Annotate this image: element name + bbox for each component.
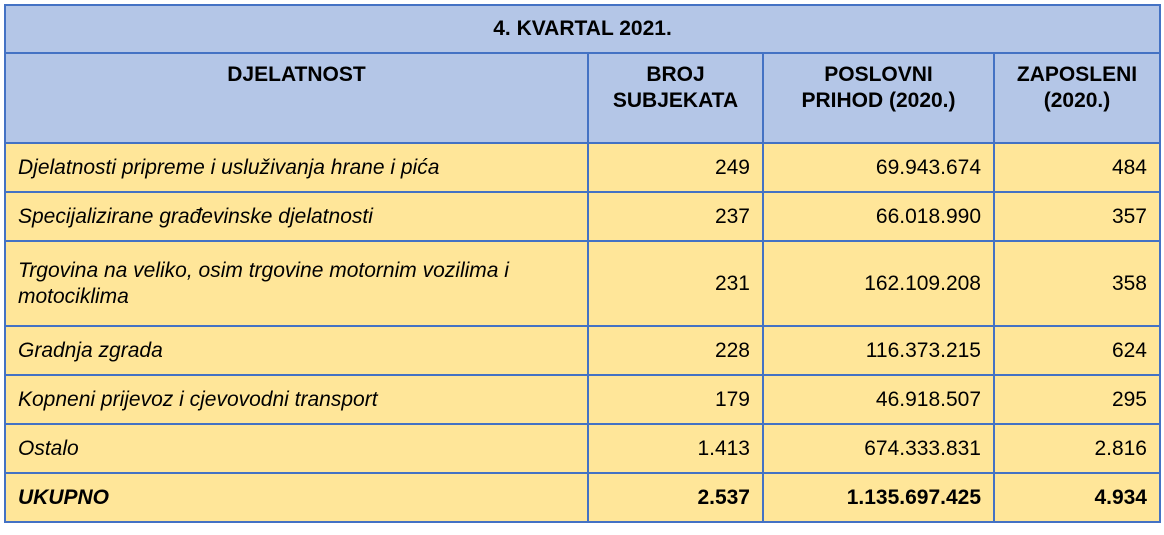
header-text: POSLOVNI xyxy=(824,63,933,86)
table-cell: Kopneni prijevoz i cjevovodni transport xyxy=(4,374,589,425)
table-cell: 237 xyxy=(587,191,764,242)
table-cell: 228 xyxy=(587,325,764,376)
table-cell: 231 xyxy=(587,240,764,327)
table-cell: 46.918.507 xyxy=(762,374,995,425)
header-cell: BROJ SUBJEKATA xyxy=(587,52,764,144)
table-cell: 674.333.831 xyxy=(762,423,995,474)
header-text: DJELATNOST xyxy=(227,63,366,86)
table-title: 4. KVARTAL 2021. xyxy=(4,4,1161,54)
table-row: Djelatnosti pripreme i usluživanja hrane… xyxy=(4,142,1161,193)
table-cell: 66.018.990 xyxy=(762,191,995,242)
table-cell: 624 xyxy=(993,325,1161,376)
table-row: Trgovina na veliko, osim trgovine motorn… xyxy=(4,240,1161,327)
table-cell: 116.373.215 xyxy=(762,325,995,376)
table-cell: 295 xyxy=(993,374,1161,425)
table-row: Gradnja zgrada 228 116.373.215 624 xyxy=(4,325,1161,376)
header-text: PRIHOD (2020.) xyxy=(801,89,956,112)
table-row: Ostalo 1.413 674.333.831 2.816 xyxy=(4,423,1161,474)
table-cell: UKUPNO xyxy=(4,472,589,523)
header-cell: ZAPOSLENI (2020.) xyxy=(993,52,1161,144)
table-row: Kopneni prijevoz i cjevovodni transport 1… xyxy=(4,374,1161,425)
table-cell: 1.135.697.425 xyxy=(762,472,995,523)
header-text: ZAPOSLENI xyxy=(1016,63,1138,86)
table-cell: Ostalo xyxy=(4,423,589,474)
header-text: (2020.) xyxy=(1043,89,1111,112)
header-text: SUBJEKATA xyxy=(612,89,739,112)
table-cell: 357 xyxy=(993,191,1161,242)
table-cell: Djelatnosti pripreme i usluživanja hrane… xyxy=(4,142,589,193)
table-cell: 1.413 xyxy=(587,423,764,474)
table-cell: Gradnja zgrada xyxy=(4,325,589,376)
table-cell: Specijalizirane građevinske djelatnosti xyxy=(4,191,589,242)
table-cell: 162.109.208 xyxy=(762,240,995,327)
title-row: 4. KVARTAL 2021. xyxy=(4,4,1161,54)
table-cell: 484 xyxy=(993,142,1161,193)
header-text: BROJ xyxy=(646,63,705,86)
table-cell: 4.934 xyxy=(993,472,1161,523)
header-cell: POSLOVNI PRIHOD (2020.) xyxy=(762,52,995,144)
table-row: UKUPNO 2.537 1.135.697.425 4.934 xyxy=(4,472,1161,523)
data-table: 4. KVARTAL 2021. DJELATNOST BROJ SUBJEKATA… xyxy=(4,4,1161,523)
table-cell: 358 xyxy=(993,240,1161,327)
table-cell: 69.943.674 xyxy=(762,142,995,193)
table-cell: 179 xyxy=(587,374,764,425)
table-row: Specijalizirane građevinske djelatnosti 2… xyxy=(4,191,1161,242)
table-cell: 2.816 xyxy=(993,423,1161,474)
header-cell: DJELATNOST xyxy=(4,52,589,144)
header-row: DJELATNOST BROJ SUBJEKATA POSLOVNI PRIHOD (2… xyxy=(4,52,1161,144)
table-cell: 249 xyxy=(587,142,764,193)
table-cell: Trgovina na veliko, osim trgovine motorn… xyxy=(4,240,589,327)
table-cell: 2.537 xyxy=(587,472,764,523)
